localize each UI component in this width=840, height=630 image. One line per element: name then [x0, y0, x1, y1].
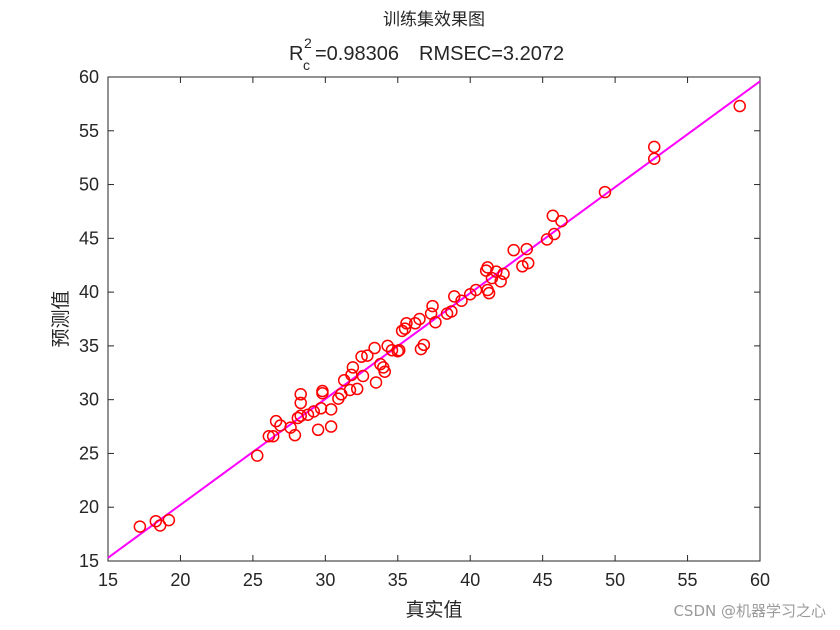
y-tick-label: 50 [79, 175, 99, 195]
x-axis-label: 真实值 [405, 599, 462, 621]
plot-area-frame [107, 76, 761, 562]
y-tick-label: 55 [79, 121, 99, 141]
data-point [361, 349, 374, 362]
y-tick-label: 25 [79, 443, 99, 463]
y-tick-label: 35 [79, 336, 99, 356]
chart-subtitle: R 2 c =0.98306 RMSEC=3.2072 [289, 35, 564, 73]
data-point [262, 429, 276, 443]
data-point [392, 343, 406, 357]
x-tick-label: 55 [678, 570, 698, 590]
data-point [369, 376, 383, 389]
data-point [162, 513, 176, 527]
x-tick-label: 60 [750, 570, 770, 590]
data-point [269, 414, 283, 428]
data-point [316, 384, 329, 398]
data-point [413, 312, 426, 326]
data-point [324, 403, 338, 416]
fit-line-group [107, 80, 761, 559]
y-tick-label: 40 [79, 282, 99, 302]
data-point [417, 338, 431, 352]
data-point [324, 420, 338, 433]
data-point [521, 256, 535, 270]
y-axis-label: 预测值 [50, 290, 72, 347]
data-point [455, 294, 468, 307]
data-point [647, 152, 661, 165]
r-value: =0.98306 [315, 43, 399, 65]
axis-ticks [107, 76, 761, 562]
data-point [250, 449, 264, 462]
fit-line [107, 80, 761, 559]
data-point [426, 299, 439, 313]
data-point [149, 514, 163, 528]
data-point [546, 209, 560, 222]
data-point [133, 520, 147, 533]
x-tick-label: 40 [460, 570, 480, 590]
x-tick-label: 20 [170, 570, 190, 590]
data-point [266, 429, 280, 443]
data-point [482, 286, 496, 300]
data-point [391, 345, 405, 358]
data-point [378, 365, 391, 378]
x-tick-label: 30 [315, 570, 335, 590]
y-tick-labels: 15 20 25 30 35 40 45 50 55 60 [79, 67, 99, 571]
data-point [408, 317, 422, 330]
data-point [294, 396, 307, 410]
chart-title: 训练集效果图 [383, 10, 485, 30]
y-tick-label: 30 [79, 390, 99, 410]
data-point [429, 315, 442, 329]
data-point [598, 185, 612, 199]
data-point [548, 227, 561, 241]
data-point [448, 290, 461, 303]
y-tick-label: 60 [79, 67, 99, 87]
data-point [400, 317, 413, 330]
data-point [445, 305, 458, 318]
data-point [494, 275, 507, 288]
x-tick-label: 25 [243, 570, 263, 590]
data-point [294, 409, 307, 423]
x-tick-label: 15 [98, 570, 118, 590]
data-point [733, 99, 746, 113]
x-tick-label: 50 [605, 570, 625, 590]
data-point [398, 322, 412, 335]
r-label: R [289, 43, 303, 65]
data-point [520, 242, 533, 256]
data-point [555, 214, 568, 228]
data-point [381, 339, 394, 353]
data-point [343, 383, 357, 397]
data-points [133, 99, 746, 533]
data-point [350, 382, 364, 396]
data-point [385, 343, 399, 357]
data-point [307, 405, 320, 418]
data-point [507, 243, 520, 257]
rmsec-value: RMSEC=3.2072 [419, 43, 564, 65]
y-tick-label: 20 [79, 497, 99, 517]
watermark: CSDN @机器学习之心 [673, 602, 826, 620]
data-point [355, 350, 368, 363]
data-point [153, 519, 167, 532]
x-tick-label: 45 [533, 570, 553, 590]
data-point [485, 271, 499, 285]
y-tick-label: 45 [79, 228, 99, 248]
data-point [294, 388, 307, 401]
data-point [356, 369, 370, 383]
data-point [311, 423, 325, 437]
x-tick-label: 35 [388, 570, 408, 590]
r-superscript: 2 [304, 35, 312, 51]
data-point [288, 428, 302, 442]
data-point [647, 140, 661, 154]
data-point [497, 267, 510, 281]
r-subscript: c [303, 57, 310, 73]
data-point [368, 341, 381, 355]
x-tick-labels: 15 20 25 30 35 40 45 50 55 60 [98, 570, 770, 590]
y-tick-label: 15 [79, 551, 99, 571]
data-point [346, 361, 360, 374]
